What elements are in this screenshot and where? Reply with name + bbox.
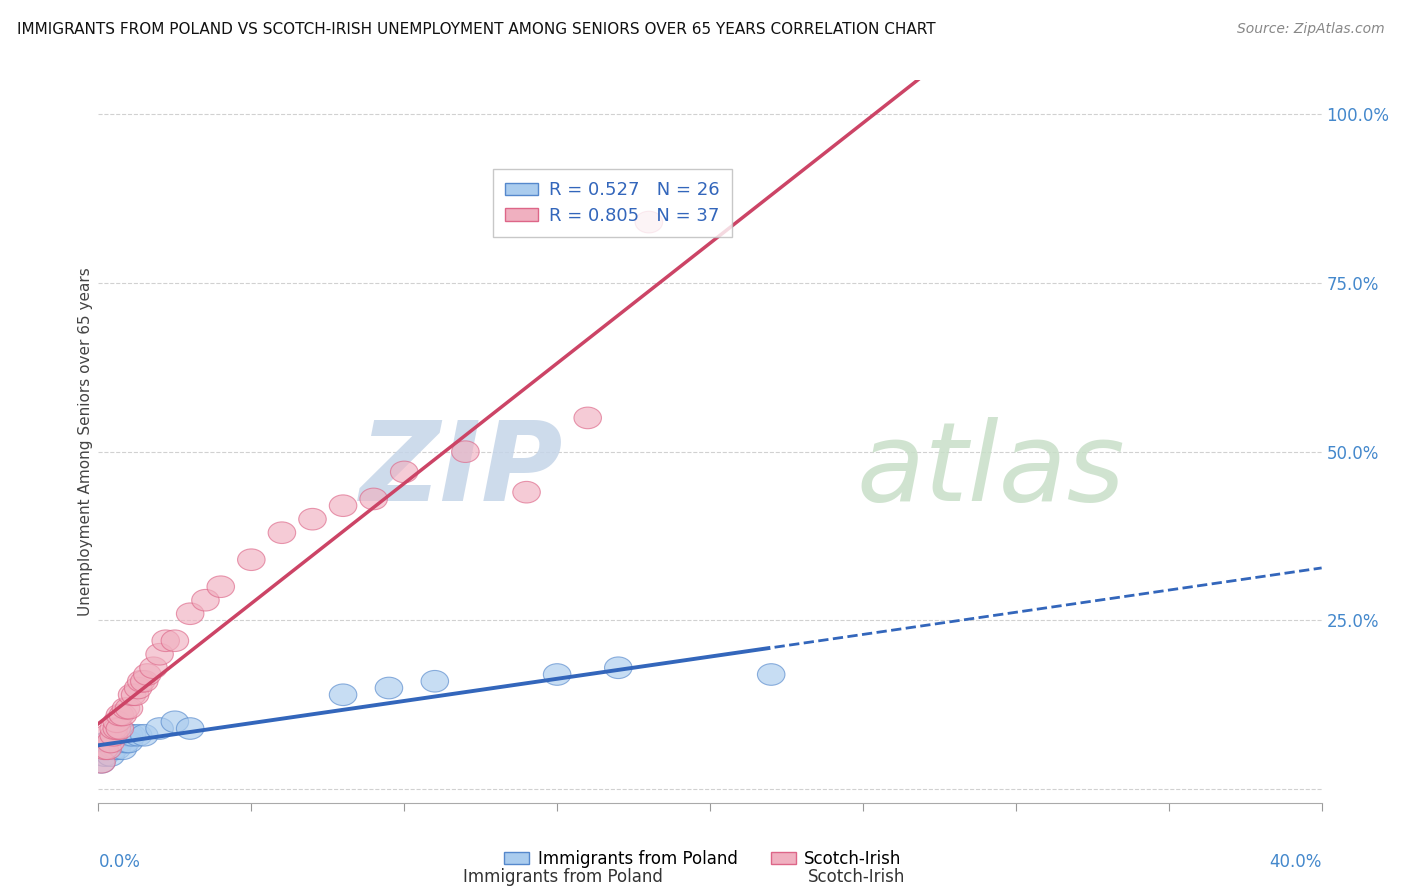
Ellipse shape	[238, 549, 266, 571]
Text: Source: ZipAtlas.com: Source: ZipAtlas.com	[1237, 22, 1385, 37]
Ellipse shape	[124, 724, 152, 746]
Ellipse shape	[375, 677, 402, 698]
Ellipse shape	[100, 718, 128, 739]
Ellipse shape	[176, 603, 204, 624]
Text: IMMIGRANTS FROM POLAND VS SCOTCH-IRISH UNEMPLOYMENT AMONG SENIORS OVER 65 YEARS : IMMIGRANTS FROM POLAND VS SCOTCH-IRISH U…	[17, 22, 935, 37]
Ellipse shape	[115, 724, 143, 746]
Ellipse shape	[91, 738, 118, 760]
Ellipse shape	[146, 718, 173, 739]
Ellipse shape	[103, 711, 131, 732]
Ellipse shape	[758, 664, 785, 685]
Ellipse shape	[110, 704, 136, 726]
Ellipse shape	[91, 745, 118, 766]
Ellipse shape	[94, 738, 121, 760]
Ellipse shape	[329, 684, 357, 706]
Ellipse shape	[103, 718, 131, 739]
Ellipse shape	[112, 698, 139, 719]
Ellipse shape	[115, 698, 143, 719]
Ellipse shape	[100, 738, 128, 760]
Ellipse shape	[360, 488, 388, 509]
Ellipse shape	[91, 738, 118, 760]
Ellipse shape	[124, 677, 152, 698]
Ellipse shape	[97, 731, 124, 753]
Ellipse shape	[118, 684, 146, 706]
Ellipse shape	[87, 751, 115, 773]
Text: atlas: atlas	[856, 417, 1125, 524]
Ellipse shape	[121, 684, 149, 706]
Ellipse shape	[94, 738, 121, 760]
Ellipse shape	[134, 664, 162, 685]
Ellipse shape	[420, 671, 449, 692]
Ellipse shape	[191, 590, 219, 611]
Ellipse shape	[103, 738, 131, 760]
Ellipse shape	[112, 731, 139, 753]
Ellipse shape	[87, 751, 115, 773]
Ellipse shape	[118, 724, 146, 746]
Text: ZIP: ZIP	[360, 417, 564, 524]
Ellipse shape	[139, 657, 167, 679]
Ellipse shape	[115, 731, 143, 753]
Ellipse shape	[110, 738, 136, 760]
Ellipse shape	[574, 407, 602, 429]
Ellipse shape	[513, 482, 540, 503]
Ellipse shape	[636, 211, 662, 233]
Ellipse shape	[269, 522, 295, 543]
Ellipse shape	[131, 724, 157, 746]
Legend: Immigrants from Poland, Scotch-Irish: Immigrants from Poland, Scotch-Irish	[498, 844, 908, 875]
Y-axis label: Unemployment Among Seniors over 65 years: Unemployment Among Seniors over 65 years	[77, 268, 93, 615]
Ellipse shape	[329, 495, 357, 516]
Ellipse shape	[100, 724, 128, 746]
Ellipse shape	[97, 745, 124, 766]
Ellipse shape	[128, 671, 155, 692]
Ellipse shape	[131, 671, 157, 692]
Ellipse shape	[162, 630, 188, 651]
Text: Scotch-Irish: Scotch-Irish	[808, 868, 905, 886]
Ellipse shape	[605, 657, 633, 679]
Ellipse shape	[94, 724, 121, 746]
Ellipse shape	[298, 508, 326, 530]
Ellipse shape	[176, 718, 204, 739]
Text: Immigrants from Poland: Immigrants from Poland	[464, 868, 664, 886]
Ellipse shape	[105, 731, 134, 753]
Ellipse shape	[451, 441, 479, 462]
Ellipse shape	[543, 664, 571, 685]
Ellipse shape	[391, 461, 418, 483]
Ellipse shape	[162, 711, 188, 732]
Ellipse shape	[152, 630, 180, 651]
Ellipse shape	[207, 576, 235, 598]
Ellipse shape	[100, 731, 128, 753]
Ellipse shape	[94, 731, 121, 753]
Ellipse shape	[105, 718, 134, 739]
Text: 40.0%: 40.0%	[1270, 854, 1322, 871]
Legend: R = 0.527   N = 26, R = 0.805   N = 37: R = 0.527 N = 26, R = 0.805 N = 37	[492, 169, 733, 237]
Ellipse shape	[146, 643, 173, 665]
Ellipse shape	[105, 704, 134, 726]
Text: 0.0%: 0.0%	[98, 854, 141, 871]
